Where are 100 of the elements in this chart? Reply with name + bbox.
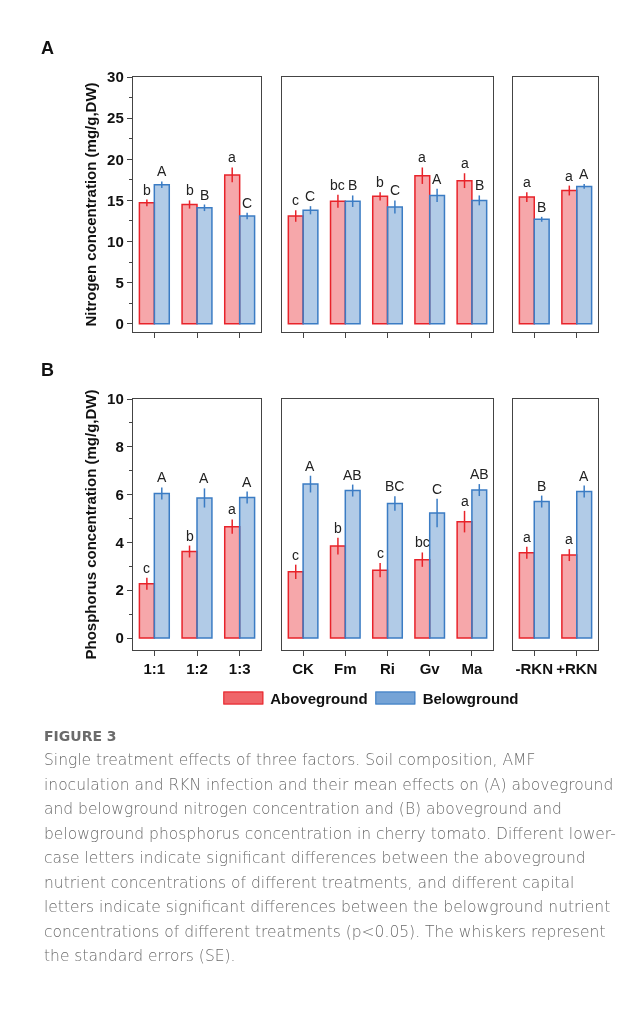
bar	[138, 202, 156, 325]
data-label: c	[143, 560, 150, 576]
data-label: A	[305, 458, 315, 474]
y-tick-label: 5	[115, 273, 124, 291]
bar	[561, 189, 578, 325]
chart-title: B	[41, 359, 54, 380]
caption: FIGURE 3	[44, 728, 118, 744]
y-tick-label: 0	[115, 629, 124, 647]
y-tick-label: 0	[115, 315, 124, 333]
bar	[518, 551, 535, 639]
bar	[456, 520, 473, 639]
bar	[456, 179, 473, 325]
y-tick-label: 10	[107, 232, 124, 250]
data-label: a	[523, 529, 531, 545]
bar	[414, 174, 431, 325]
bar	[196, 497, 213, 639]
bar	[302, 483, 319, 639]
y-axis-title: Nitrogen concentration (mg/g,DW)	[82, 82, 100, 327]
data-label: a	[461, 493, 469, 509]
bar	[371, 195, 389, 325]
data-label: b	[186, 182, 194, 198]
bar	[471, 199, 488, 325]
data-label: c	[292, 547, 299, 563]
data-label: b	[143, 182, 151, 198]
data-label: A	[157, 163, 167, 179]
data-label: a	[418, 149, 426, 165]
data-label: A	[242, 474, 252, 490]
bar	[153, 492, 171, 639]
x-tick-label: Gv	[419, 660, 441, 678]
x-tick-label: -RKN	[515, 660, 553, 678]
data-label: A	[432, 171, 442, 187]
x-tick-label: +RKN	[556, 660, 598, 678]
x-tick-label: 1:3	[228, 660, 251, 678]
x-tick-label: Ri	[380, 660, 395, 678]
bar	[344, 489, 361, 639]
data-label: A	[579, 166, 589, 182]
bar	[386, 502, 404, 639]
bar	[344, 200, 361, 325]
x-tick-label: Fm	[334, 660, 357, 678]
y-tick-label: 2	[115, 581, 124, 599]
bar	[533, 500, 550, 639]
data-label: bc	[330, 177, 345, 193]
data-label: B	[537, 199, 547, 215]
data-label: C	[390, 182, 401, 198]
y-tick-label: 10	[107, 390, 124, 408]
y-tick-label: 15	[107, 191, 124, 209]
data-label: A	[579, 468, 589, 484]
bar	[371, 569, 389, 639]
bar	[181, 203, 198, 325]
bar	[414, 558, 431, 639]
bar	[223, 525, 241, 639]
x-tick-label: 1:2	[186, 660, 208, 678]
data-label: a	[461, 155, 469, 171]
data-label: AB	[343, 467, 362, 483]
y-tick-label: 20	[107, 150, 124, 168]
bar	[576, 185, 593, 325]
bar	[329, 200, 347, 325]
data-label: bc	[415, 534, 430, 550]
data-label: b	[334, 520, 342, 536]
data-label: a	[228, 149, 236, 165]
data-label: B	[537, 478, 547, 494]
data-label: a	[565, 531, 573, 547]
bar	[138, 583, 156, 639]
data-label: C	[305, 188, 316, 204]
bar	[386, 206, 404, 325]
bar	[428, 194, 446, 325]
bar	[576, 490, 593, 639]
data-label: a	[565, 168, 573, 184]
bar	[561, 554, 578, 639]
data-label: c	[377, 545, 384, 561]
bar	[196, 207, 213, 325]
x-tick-label: Ma	[461, 660, 483, 678]
x-tick-label: CK	[292, 660, 315, 678]
text: Single treatment effects of three factors. Soil composition, AMF inoculation and RKN infection and their mean effects on (A) aboveground and belowground nitrogen concentration and (B) aboveground and belowground phosphorus concentration in cherry tomato. Different lower-case letters indicate significant differences between the aboveground nutrient concentrations of different treatments, and different capital letters indicate significant differences between the belowground nutrient concentrations of different treatments (p<0.05). The whiskers represent the standard errors (SE).	[44, 751, 616, 965]
bar	[518, 196, 535, 325]
bar	[181, 550, 198, 639]
data-label: a	[523, 174, 531, 190]
y-axis-title: Phosphorus concentration (mg/g,DW)	[82, 389, 100, 660]
data-label: C	[432, 481, 443, 497]
y-tick-label: 25	[107, 109, 124, 127]
y-tick-label: 30	[107, 68, 124, 86]
data-label: B	[348, 177, 358, 193]
legend-label: Belowground	[422, 689, 519, 707]
x-tick-label: 1:1	[143, 660, 166, 678]
chart-title: A	[41, 37, 54, 58]
bar	[329, 545, 347, 639]
data-label: c	[292, 192, 299, 208]
bar	[533, 218, 550, 325]
bar	[238, 215, 256, 325]
data-label: b	[376, 174, 384, 190]
data-label: BC	[385, 478, 405, 494]
legend-label: Aboveground	[270, 689, 368, 707]
bar	[223, 174, 241, 325]
bar	[471, 489, 488, 639]
data-label: B	[200, 187, 210, 203]
data-label: A	[157, 469, 167, 485]
bar	[238, 496, 256, 639]
bar	[428, 512, 446, 639]
bar	[302, 209, 319, 325]
data-label: AB	[470, 466, 489, 482]
